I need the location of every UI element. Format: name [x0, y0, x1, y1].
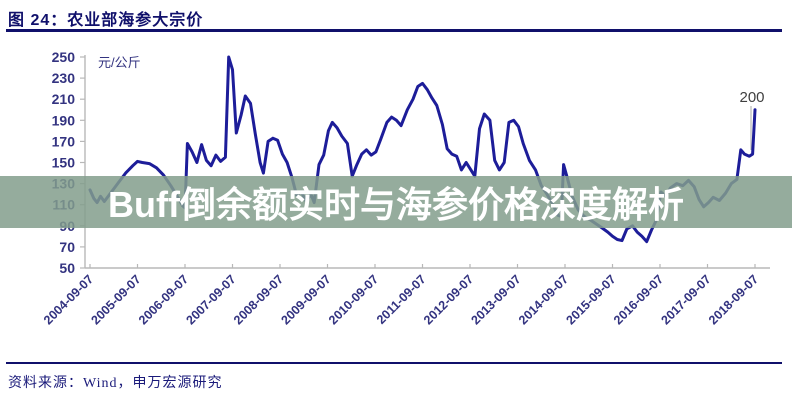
y-tick-label: 210: [52, 91, 76, 107]
x-tick-label: 2013-09-07: [469, 272, 524, 327]
x-tick-label: 2004-09-07: [41, 272, 96, 327]
y-tick-label: 230: [52, 70, 76, 86]
x-tick-label: 2014-09-07: [516, 272, 571, 327]
y-tick-label: 170: [52, 133, 76, 149]
y-axis-unit: 元/公斤: [98, 55, 141, 70]
x-tick-label: 2008-09-07: [231, 272, 286, 327]
end-data-label: 200: [739, 89, 764, 106]
y-tick-label: 150: [52, 155, 76, 171]
y-tick-label: 50: [59, 260, 75, 276]
price-line: [88, 55, 757, 244]
x-tick-label: 2012-09-07: [421, 272, 476, 327]
x-tick-label: 2011-09-07: [374, 272, 429, 327]
watermark-banner: Buff倒余额实时与海参价格深度解析: [0, 176, 792, 228]
y-tick-label: 250: [52, 49, 76, 65]
source-note: 资料来源：Wind，申万宏源研究: [8, 376, 223, 391]
x-tick-label: 2010-09-07: [326, 272, 381, 327]
x-tick-label: 2015-09-07: [564, 272, 619, 327]
footer-divider: [6, 362, 782, 364]
y-tick-label: 70: [59, 239, 75, 255]
y-tick-label: 190: [52, 112, 76, 128]
title-divider: [6, 29, 782, 32]
watermark-text: Buff倒余额实时与海参价格深度解析: [108, 184, 684, 225]
x-tick-label: 2005-09-07: [89, 272, 144, 327]
x-tick-label: 2016-09-07: [611, 272, 666, 327]
x-tick-label: 2017-09-07: [659, 272, 714, 327]
x-tick-label: 2007-09-07: [184, 272, 239, 327]
x-tick-label: 2018-09-07: [706, 272, 761, 327]
figure-title: 图 24：农业部海参大宗价: [8, 12, 204, 29]
x-tick-label: 2006-09-07: [136, 272, 191, 327]
x-tick-label: 2009-09-07: [279, 272, 334, 327]
